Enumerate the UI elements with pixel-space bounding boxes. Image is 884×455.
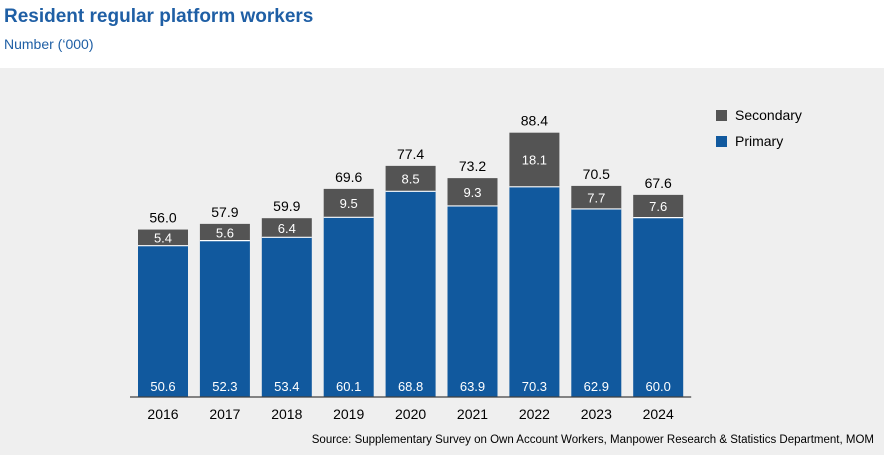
primary-value-label: 50.6 [150,379,175,394]
x-tick-label: 2020 [395,406,426,422]
x-tick-label: 2022 [519,406,550,422]
total-value-label: 67.6 [645,175,672,191]
secondary-value-label: 9.5 [340,196,358,211]
x-tick-label: 2018 [271,406,302,422]
secondary-value-label: 18.1 [522,153,547,168]
bar-primary [323,217,374,397]
primary-value-label: 60.0 [646,379,671,394]
primary-value-label: 62.9 [584,379,609,394]
bar-primary [385,191,436,397]
legend-label: Secondary [735,107,802,123]
chart-subtitle: Number (‘000) [4,36,94,52]
total-value-label: 77.4 [397,146,424,162]
secondary-value-label: 8.5 [402,172,420,187]
total-value-label: 70.5 [583,166,610,182]
bar-primary [138,245,188,397]
primary-value-label: 52.3 [212,379,237,394]
total-value-label: 56.0 [149,210,176,226]
legend-swatch [716,110,727,121]
bar-primary [261,237,312,397]
x-tick-label: 2016 [147,406,178,422]
total-value-label: 73.2 [459,158,486,174]
secondary-value-label: 9.3 [463,185,481,200]
total-value-label: 69.6 [335,169,362,185]
secondary-value-label: 5.4 [154,231,172,246]
x-tick-label: 2019 [333,406,364,422]
bar-secondary [385,165,436,192]
bar-secondary [138,229,188,246]
secondary-value-label: 7.6 [649,199,667,214]
bar-primary [447,205,498,397]
primary-value-label: 60.1 [336,379,361,394]
bar-secondary [199,223,250,241]
bar-secondary [447,178,498,206]
primary-value-label: 63.9 [460,379,485,394]
secondary-value-label: 5.6 [216,225,234,240]
primary-value-label: 68.8 [398,379,423,394]
total-value-label: 59.9 [273,198,300,214]
bar-primary [571,208,622,397]
x-tick-label: 2017 [209,406,240,422]
bar-secondary [509,132,560,187]
legend-swatch [716,136,727,147]
primary-value-label: 70.3 [522,379,547,394]
x-tick-label: 2021 [457,406,488,422]
x-tick-label: 2023 [581,406,612,422]
bar-secondary [323,188,374,218]
bar-secondary [633,194,684,218]
bar-secondary [261,218,312,238]
source-note: Source: Supplementary Survey on Own Acco… [311,434,874,446]
bar-secondary [571,185,622,209]
primary-value-label: 53.4 [274,379,299,394]
bar-primary [199,240,250,397]
x-tick-label: 2024 [643,406,674,422]
secondary-value-label: 6.4 [278,221,296,236]
legend-label: Primary [735,133,783,149]
secondary-value-label: 7.7 [587,190,605,205]
total-value-label: 88.4 [521,113,548,129]
chart-title: Resident regular platform workers [4,6,314,27]
bar-primary [509,186,560,397]
total-value-label: 57.9 [211,204,238,220]
bar-primary [633,217,684,397]
